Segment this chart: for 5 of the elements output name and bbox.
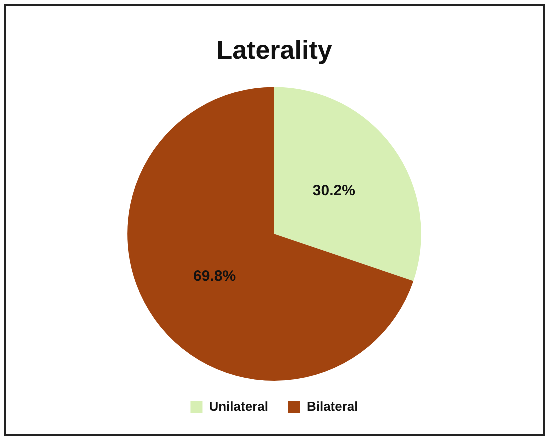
- chart-title: Laterality: [216, 34, 333, 65]
- legend-label: Bilateral: [306, 399, 358, 414]
- data-label: 30.2%: [312, 182, 356, 200]
- data-label: 69.8%: [194, 268, 236, 286]
- legend-label: Unilateral: [209, 399, 268, 414]
